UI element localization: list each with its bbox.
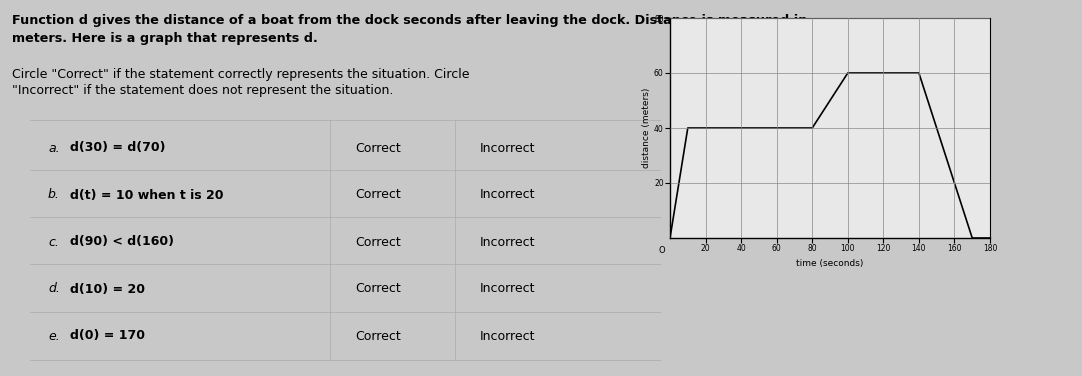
- Text: d(90) < d(160): d(90) < d(160): [70, 235, 174, 249]
- Text: Correct: Correct: [355, 329, 400, 343]
- Text: d(0) = 170: d(0) = 170: [70, 329, 145, 343]
- Text: Correct: Correct: [355, 235, 400, 249]
- Text: a.: a.: [48, 141, 60, 155]
- Text: d.: d.: [48, 282, 60, 296]
- Text: d(30) = d(70): d(30) = d(70): [70, 141, 166, 155]
- Text: c.: c.: [48, 235, 58, 249]
- Text: Circle "Correct" if the statement correctly represents the situation. Circle: Circle "Correct" if the statement correc…: [12, 68, 470, 81]
- Text: meters. Here is a graph that represents d.: meters. Here is a graph that represents …: [12, 32, 318, 45]
- Text: b.: b.: [48, 188, 60, 202]
- Text: e.: e.: [48, 329, 60, 343]
- Text: Incorrect: Incorrect: [480, 188, 536, 202]
- Text: Correct: Correct: [355, 282, 400, 296]
- Text: Incorrect: Incorrect: [480, 235, 536, 249]
- Text: Correct: Correct: [355, 188, 400, 202]
- Text: Function d gives the distance of a boat from the dock seconds after leaving the : Function d gives the distance of a boat …: [12, 14, 807, 27]
- Text: Correct: Correct: [355, 141, 400, 155]
- Text: "Incorrect" if the statement does not represent the situation.: "Incorrect" if the statement does not re…: [12, 84, 394, 97]
- Text: Incorrect: Incorrect: [480, 141, 536, 155]
- Text: O: O: [658, 246, 664, 255]
- Text: d(10) = 20: d(10) = 20: [70, 282, 145, 296]
- Text: d(t) = 10 when t is 20: d(t) = 10 when t is 20: [70, 188, 224, 202]
- Text: Incorrect: Incorrect: [480, 329, 536, 343]
- Y-axis label: distance (meters): distance (meters): [643, 88, 651, 168]
- X-axis label: time (seconds): time (seconds): [796, 259, 863, 268]
- Text: Incorrect: Incorrect: [480, 282, 536, 296]
